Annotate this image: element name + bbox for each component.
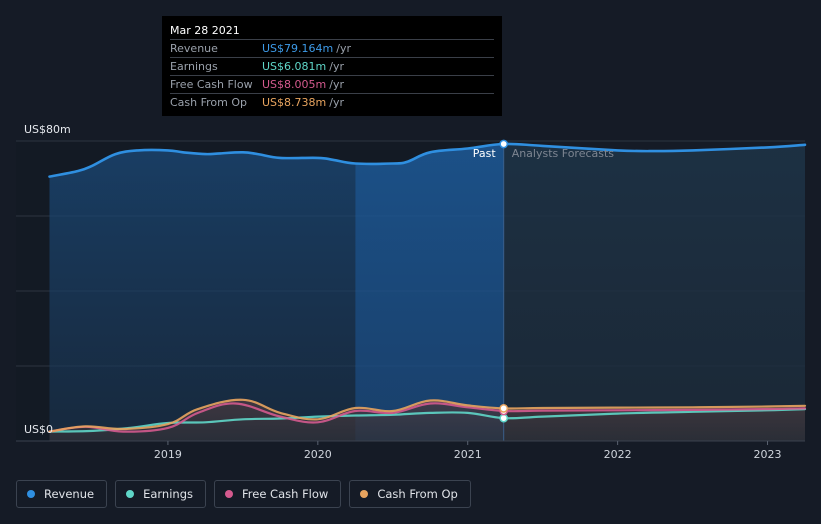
legend-item-cash-from-op[interactable]: Cash From Op — [349, 480, 471, 508]
x-tick-label: 2023 — [754, 448, 782, 461]
series-line-revenue — [48, 142, 807, 178]
legend-dot-icon — [225, 490, 233, 498]
legend-label: Earnings — [143, 487, 193, 501]
tooltip-row-revenue: Revenue US$79.164m /yr — [170, 39, 494, 57]
legend-dot-icon — [360, 490, 369, 498]
legend-item-free-cash-flow[interactable]: Free Cash Flow — [214, 480, 342, 508]
tooltip-unit: /yr — [329, 77, 344, 91]
tooltip-row-free-cash-flow: Free Cash Flow US$8.005m /yr — [170, 75, 494, 93]
series-line-earnings — [48, 408, 807, 433]
tooltip-unit: /yr — [329, 59, 344, 73]
tooltip-label: Revenue — [170, 41, 218, 55]
tooltip-value: US$8.738m — [262, 95, 327, 109]
tooltip-date: Mar 28 2021 — [170, 24, 240, 37]
series-line-free-cash-flow — [48, 402, 807, 433]
chart-legend: Revenue Earnings Free Cash Flow Cash Fro… — [16, 480, 471, 508]
x-tick-label: 2020 — [304, 448, 332, 461]
tooltip-label: Earnings — [170, 59, 218, 73]
tooltip-unit: /yr — [336, 41, 351, 55]
x-tick-label: 2021 — [454, 448, 482, 461]
legend-label: Cash From Op — [377, 487, 458, 501]
marker-revenue — [499, 139, 509, 149]
legend-dot-icon — [27, 490, 35, 498]
forecast-label: Analysts Forecasts — [512, 147, 615, 160]
tooltip-label: Free Cash Flow — [170, 77, 253, 91]
legend-item-earnings[interactable]: Earnings — [115, 480, 206, 508]
y-axis-label-top: US$80m — [24, 123, 71, 136]
marker-earnings — [499, 413, 509, 423]
tooltip-value: US$6.081m — [262, 59, 327, 73]
tooltip-label: Cash From Op — [170, 95, 248, 109]
tooltip-unit: /yr — [329, 95, 344, 109]
legend-dot-icon — [126, 490, 135, 498]
legend-label: Free Cash Flow — [242, 487, 329, 501]
series-line-cash-from-op — [48, 398, 807, 433]
y-axis-label-bottom: US$0 — [24, 423, 53, 436]
revenue-area-forecast — [503, 143, 805, 441]
tooltip-row-cash-from-op: Cash From Op US$8.738m /yr — [170, 93, 494, 111]
legend-item-revenue[interactable]: Revenue — [16, 480, 108, 508]
legend-label: Revenue — [44, 487, 95, 501]
marker-cash-from-op — [499, 404, 509, 413]
past-label: Past — [473, 147, 497, 160]
tooltip-value: US$8.005m — [262, 77, 327, 91]
tooltip-row-earnings: Earnings US$6.081m /yr — [170, 57, 494, 75]
tooltip-value: US$79.164m — [262, 41, 334, 55]
x-tick-label: 2019 — [154, 448, 182, 461]
tooltip: Mar 28 2021 Revenue US$79.164m /yr Earni… — [162, 16, 502, 116]
revenue-area-past — [49, 149, 356, 441]
revenue-area-highlight — [355, 144, 504, 441]
x-tick-label: 2022 — [604, 448, 632, 461]
